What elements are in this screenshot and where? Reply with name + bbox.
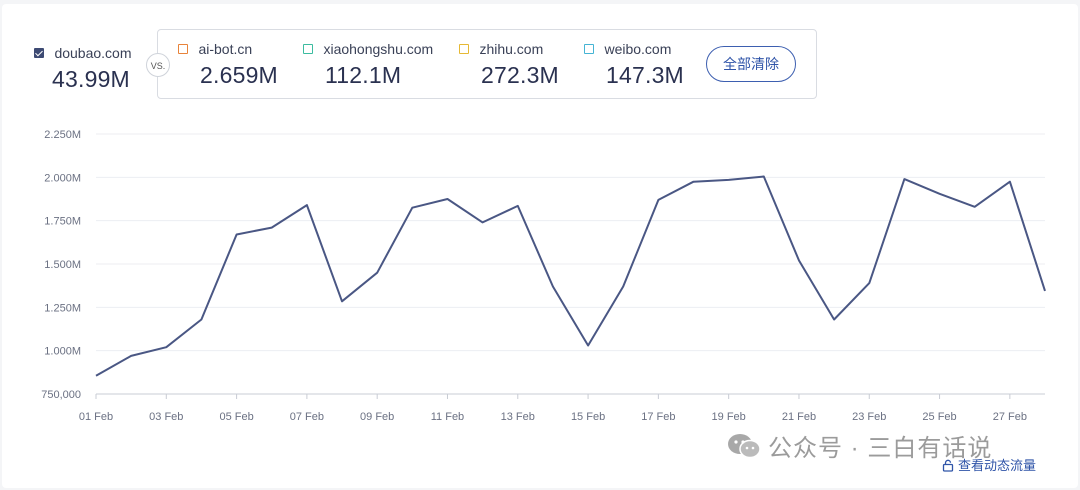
comparison-site-name: zhihu.com bbox=[479, 40, 544, 57]
data-point[interactable] bbox=[195, 313, 207, 325]
lock-icon bbox=[942, 459, 954, 475]
data-point[interactable] bbox=[266, 222, 278, 234]
data-point[interactable] bbox=[688, 176, 700, 188]
wechat-icon bbox=[726, 431, 762, 468]
data-point[interactable] bbox=[934, 188, 946, 200]
data-point[interactable] bbox=[336, 295, 348, 307]
chart-gridlines bbox=[96, 133, 1045, 395]
y-axis-ticks: 750,000 1.000M 1.250M 1.500M 1.750M 2.000M 2.2… bbox=[41, 129, 81, 401]
data-point[interactable] bbox=[90, 370, 102, 382]
dynamic-traffic-label: 查看动态流量 bbox=[958, 458, 1037, 473]
primary-site-value: 43.99M bbox=[52, 66, 130, 92]
primary-site-name: doubao.com bbox=[54, 44, 132, 61]
data-point[interactable] bbox=[1039, 285, 1051, 297]
comparison-panel: ai-bot.cn 2.659M xiaohongshu.com 112.1M … bbox=[157, 29, 817, 99]
y-tick-label: 2.250M bbox=[44, 129, 81, 141]
data-point[interactable] bbox=[969, 201, 981, 213]
y-tick-label: 1.000M bbox=[44, 346, 81, 358]
x-tick-label: 17 Feb bbox=[641, 411, 675, 423]
primary-site: doubao.com 43.99M bbox=[34, 44, 132, 93]
x-tick-label: 09 Feb bbox=[360, 411, 394, 423]
comparison-item-zhihu: zhihu.com 272.3M bbox=[459, 40, 559, 89]
x-axis-ticks: 01 Feb 03 Feb 05 Feb 07 Feb 09 Feb 11 Feb 13 F… bbox=[79, 394, 1027, 423]
y-tick-label: 1.750M bbox=[44, 216, 81, 228]
comparison-site-value: 272.3M bbox=[481, 62, 559, 88]
data-point[interactable] bbox=[652, 194, 664, 206]
data-point[interactable] bbox=[231, 229, 243, 241]
data-point[interactable] bbox=[160, 341, 172, 353]
comparison-checkbox[interactable] bbox=[459, 43, 469, 54]
data-point[interactable] bbox=[582, 339, 594, 351]
data-point[interactable] bbox=[828, 313, 840, 325]
x-tick-label: 15 Feb bbox=[571, 411, 605, 423]
primary-checkbox[interactable] bbox=[34, 47, 44, 58]
data-point[interactable] bbox=[477, 216, 489, 228]
x-tick-label: 19 Feb bbox=[712, 411, 746, 423]
x-tick-label: 01 Feb bbox=[79, 411, 113, 423]
comparison-site-name: xiaohongshu.com bbox=[323, 40, 434, 57]
x-tick-label: 11 Feb bbox=[431, 411, 464, 423]
comparison-checkbox[interactable] bbox=[178, 43, 188, 54]
comparison-site-value: 147.3M bbox=[606, 62, 684, 88]
data-point[interactable] bbox=[863, 277, 875, 289]
data-point[interactable] bbox=[301, 199, 313, 211]
y-tick-label: 750,000 bbox=[41, 389, 81, 401]
vs-badge: VS. bbox=[146, 53, 170, 77]
comparison-site-name: weibo.com bbox=[604, 40, 672, 57]
watermark-text: 公众号 · 三白有话说 bbox=[768, 435, 993, 462]
data-point[interactable] bbox=[1004, 176, 1016, 188]
data-point[interactable] bbox=[793, 255, 805, 267]
comparison-site-value: 2.659M bbox=[200, 62, 278, 88]
data-point[interactable] bbox=[371, 267, 383, 279]
y-tick-label: 2.000M bbox=[44, 172, 81, 184]
comparison-site-value: 112.1M bbox=[325, 62, 402, 88]
x-tick-label: 07 Feb bbox=[290, 411, 324, 423]
x-tick-label: 27 Feb bbox=[993, 411, 1027, 423]
comparison-item-xiaohongshu: xiaohongshu.com 112.1M bbox=[303, 40, 433, 89]
data-point[interactable] bbox=[547, 281, 559, 293]
x-tick-label: 23 Feb bbox=[852, 411, 886, 423]
data-point[interactable] bbox=[898, 173, 910, 185]
chart-series bbox=[90, 170, 1051, 382]
comparison-site-name: ai-bot.cn bbox=[198, 40, 253, 57]
x-tick-label: 13 Feb bbox=[501, 411, 535, 423]
y-tick-label: 1.250M bbox=[44, 302, 81, 314]
data-point[interactable] bbox=[406, 202, 418, 214]
data-point[interactable] bbox=[617, 281, 629, 293]
dynamic-traffic-link[interactable]: 查看动态流量 bbox=[942, 455, 1036, 475]
x-tick-label: 05 Feb bbox=[219, 411, 253, 423]
data-point[interactable] bbox=[512, 200, 524, 212]
data-point[interactable] bbox=[758, 170, 770, 182]
data-point[interactable] bbox=[723, 174, 735, 186]
comparison-checkbox[interactable] bbox=[584, 43, 594, 54]
data-point[interactable] bbox=[441, 193, 453, 205]
comparison-item-weibo: weibo.com 147.3M bbox=[584, 40, 684, 89]
x-tick-label: 25 Feb bbox=[922, 411, 956, 423]
data-point[interactable] bbox=[125, 350, 137, 362]
comparison-item-ai-bot: ai-bot.cn 2.659M bbox=[178, 40, 278, 89]
y-tick-label: 1.500M bbox=[44, 259, 81, 271]
series-line[interactable] bbox=[95, 175, 1046, 377]
watermark: 公众号 · 三白有话说 bbox=[726, 428, 992, 468]
comparison-checkbox[interactable] bbox=[303, 43, 313, 54]
x-tick-label: 03 Feb bbox=[149, 411, 183, 423]
x-tick-label: 21 Feb bbox=[782, 411, 816, 423]
clear-all-button[interactable]: 全部清除 bbox=[706, 46, 796, 82]
